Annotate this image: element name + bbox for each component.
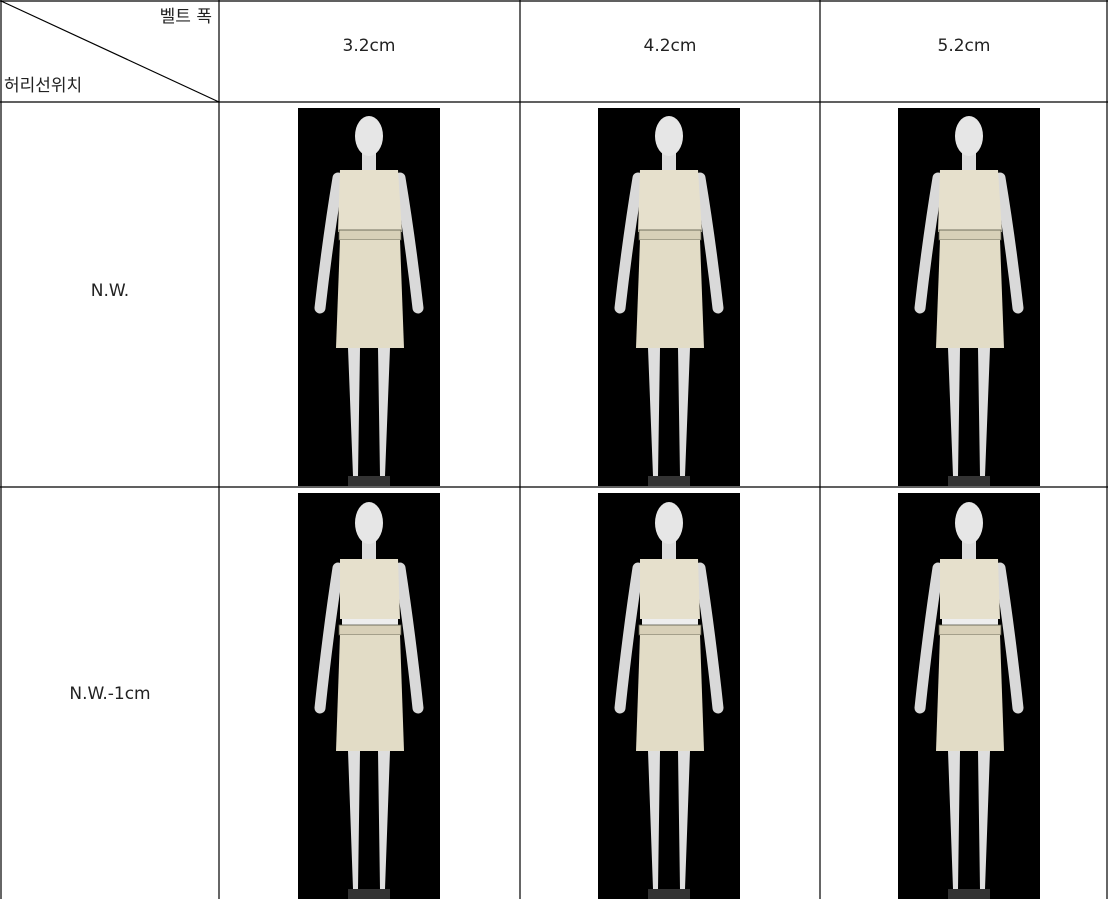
column-header: 3.2cm [343,36,396,56]
diagonal-line [0,0,220,103]
photo [898,108,1040,486]
photo [298,108,440,486]
column-header: 4.2cm [644,36,697,56]
photo [598,108,740,486]
corner-top: 벨트 폭 [160,7,212,27]
column-header: 5.2cm [938,36,991,56]
corner-bottom: 허리선위치 [4,76,82,96]
photo [298,493,440,899]
photo [598,493,740,899]
photo [898,493,1040,899]
row-label: N.W. [91,281,129,301]
row-label: N.W.-1cm [69,684,150,704]
